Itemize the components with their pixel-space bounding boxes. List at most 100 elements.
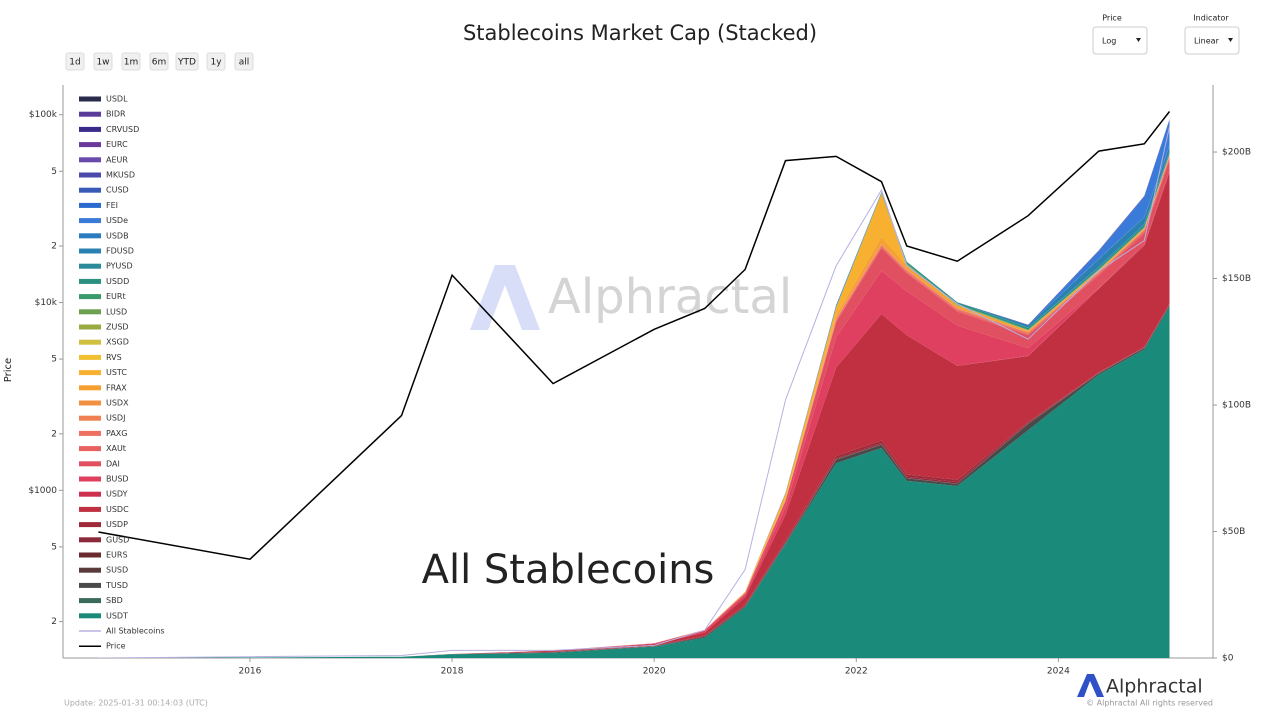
- range-button[interactable]: all: [234, 52, 254, 71]
- dropdown-arrow: [1136, 38, 1141, 42]
- legend-swatch: [79, 461, 101, 467]
- watermark-logo: [470, 265, 540, 330]
- legend-label: USDT: [106, 611, 128, 620]
- y-tick-label: 2: [51, 242, 57, 252]
- legend-label: DAI: [106, 459, 120, 468]
- button-box[interactable]: [149, 52, 169, 71]
- legend-label: BUSD: [106, 475, 129, 484]
- legend-label: XAUt: [106, 444, 126, 453]
- legend-label: GUSD: [106, 535, 129, 544]
- legend-label: FEI: [106, 201, 118, 210]
- button-label: 1y: [210, 58, 222, 68]
- button-box[interactable]: [93, 52, 113, 71]
- button-label: 6m: [152, 58, 167, 68]
- legend-label: USDX: [106, 399, 129, 408]
- legend-label: BIDR: [106, 110, 126, 119]
- line: [98, 111, 1171, 561]
- chart-title: Stablecoins Market Cap (Stacked): [463, 21, 817, 45]
- brand-logo: [1077, 674, 1104, 697]
- legend-swatch: [79, 567, 101, 573]
- legend-swatch: [79, 506, 101, 512]
- button-label: 1m: [124, 58, 139, 68]
- legend-swatch: [79, 552, 101, 558]
- legend-label: RVS: [106, 353, 122, 362]
- y2-tick-label: $150B: [1222, 274, 1251, 284]
- button-label: 1w: [96, 58, 109, 68]
- legend-label: XSGD: [106, 338, 129, 347]
- legend-label: PAXG: [106, 429, 127, 438]
- y-tick-label: 2: [51, 617, 57, 627]
- legend-label: EURS: [106, 551, 128, 560]
- legend-label: MKUSD: [106, 171, 135, 180]
- y-tick-label: 5: [51, 542, 57, 552]
- range-button[interactable]: 1y: [206, 52, 226, 71]
- range-button[interactable]: YTD: [175, 52, 199, 71]
- legend-label: FDUSD: [106, 247, 134, 256]
- annotation: All Stablecoins: [422, 547, 715, 593]
- indicator-dropdown[interactable]: Indicator Linear: [1184, 14, 1240, 55]
- legend-swatch: [79, 370, 101, 376]
- button-box[interactable]: [234, 52, 254, 71]
- price-dropdown[interactable]: Price Log: [1092, 14, 1148, 55]
- y-tick-label: 2: [51, 429, 57, 439]
- button-box[interactable]: [65, 52, 85, 71]
- range-button[interactable]: 6m: [149, 52, 169, 71]
- legend-swatch: [79, 491, 101, 497]
- legend-swatch: [79, 339, 101, 345]
- range-button[interactable]: 1m: [121, 52, 141, 71]
- line: [98, 126, 1170, 658]
- range-button[interactable]: 1d: [65, 52, 85, 71]
- x-tick-label: 2018: [441, 667, 464, 677]
- plot-area: [98, 111, 1171, 658]
- dropdown-arrow: [1228, 38, 1233, 42]
- legend-label: ZUSD: [106, 323, 129, 332]
- legend-swatch: [79, 476, 101, 482]
- button-box[interactable]: [121, 52, 141, 71]
- y-tick-label: $1000: [28, 486, 57, 496]
- dropdown-value: Linear: [1194, 37, 1220, 46]
- stack-area: [98, 170, 1170, 658]
- legend-swatch: [79, 278, 101, 284]
- legend-swatch: [79, 202, 101, 208]
- legend-swatch: [79, 142, 101, 148]
- legend-label: USDD: [106, 277, 129, 286]
- button-box[interactable]: [206, 52, 226, 71]
- legend-swatch: [79, 385, 101, 391]
- y-axis-label: Price: [3, 358, 14, 382]
- legend-label: CUSD: [106, 186, 129, 195]
- legend-swatch: [79, 126, 101, 132]
- legend-swatch: [79, 233, 101, 239]
- legend-swatch: [79, 598, 101, 604]
- legend-label: USDJ: [106, 414, 125, 423]
- legend-swatch: [79, 400, 101, 406]
- watermark: Alphractal: [470, 265, 792, 330]
- legend-label: EURt: [106, 292, 126, 301]
- legend-label: USDL: [106, 95, 128, 104]
- legend-swatch: [79, 248, 101, 254]
- legend-swatch: [79, 430, 101, 436]
- legend-label: USDP: [106, 520, 128, 529]
- stack-area: [98, 172, 1170, 658]
- legend-label: USDB: [106, 231, 129, 240]
- y2-tick-label: $50B: [1222, 527, 1245, 537]
- range-button[interactable]: 1w: [93, 52, 113, 71]
- legend-swatch: [79, 187, 101, 193]
- legend-swatch: [79, 218, 101, 224]
- dropdown-box[interactable]: [1092, 26, 1148, 55]
- legend-label: SBD: [106, 596, 123, 605]
- legend-label: USDY: [106, 490, 128, 499]
- legend-label: USDC: [106, 505, 129, 514]
- stack-area: [98, 306, 1170, 658]
- button-box[interactable]: [175, 52, 199, 71]
- legend-swatch: [79, 263, 101, 269]
- y-tick-label: $10k: [35, 298, 58, 308]
- y2-tick-label: $0: [1222, 654, 1234, 664]
- dropdown-value: Log: [1102, 37, 1116, 46]
- y2-tick-label: $200B: [1222, 148, 1251, 158]
- legend-swatch: [79, 96, 101, 102]
- legend-label: LUSD: [106, 307, 127, 316]
- button-label: all: [239, 58, 250, 68]
- dropdown-box[interactable]: [1184, 26, 1240, 55]
- legend-label: PYUSD: [106, 262, 133, 271]
